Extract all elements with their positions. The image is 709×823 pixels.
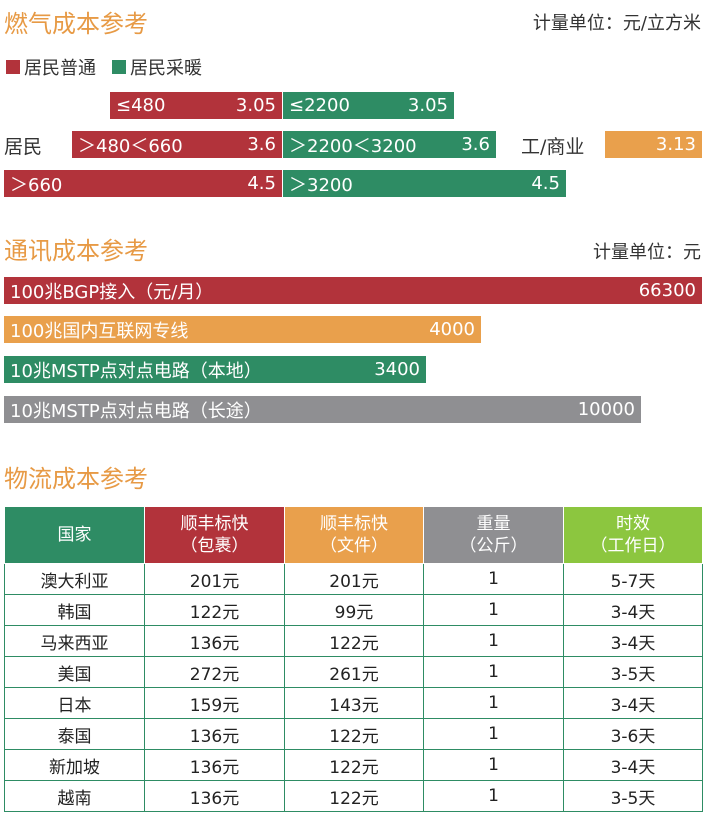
telecom-section-title: 通讯成本参考 bbox=[4, 237, 148, 265]
tier-range: ＞660 bbox=[10, 174, 63, 196]
telecom-bar-bgp: 100兆BGP接入（元/月） 66300 bbox=[4, 277, 702, 304]
logistics-table: 国家 顺丰标快 （包裹） 顺丰标快 （文件） 重量 （公斤） 时效 （工作日） 澳大利亚… bbox=[4, 506, 703, 812]
tier-value: 4.5 bbox=[531, 173, 560, 194]
tier-range: ＞480＜660 bbox=[78, 135, 183, 157]
tier-value: 3.05 bbox=[407, 95, 448, 116]
header-country: 国家 bbox=[4, 506, 145, 564]
document-price-cell: 122元 bbox=[284, 718, 424, 750]
gas-legend: 居民普通 居民采暖 bbox=[6, 54, 202, 80]
tier-range: ≤480 bbox=[116, 95, 166, 116]
tier-value: 3.6 bbox=[461, 134, 490, 155]
parcel-price-cell: 272元 bbox=[144, 656, 285, 688]
country-cell: 澳大利亚 bbox=[4, 563, 145, 595]
telecom-bar-domestic-line: 100兆国内互联网专线 4000 bbox=[4, 316, 481, 343]
parcel-price-cell: 136元 bbox=[144, 718, 285, 750]
telecom-bar-mstp-longdist: 10兆MSTP点对点电路（长途） 10000 bbox=[4, 396, 641, 423]
delivery-time-cell: 3-4天 bbox=[563, 687, 703, 719]
table-row: 日本 159元 143元 1 3-4天 bbox=[4, 687, 703, 719]
gas-commercial-bar: 3.13 bbox=[605, 131, 702, 158]
document-price-cell: 201元 bbox=[284, 563, 424, 595]
weight-cell: 1 bbox=[423, 749, 564, 781]
gas-unit-label: 计量单位：元/立方米 bbox=[532, 13, 701, 34]
resident-label: 居民 bbox=[4, 136, 43, 158]
logistics-header-row: 国家 顺丰标快 （包裹） 顺丰标快 （文件） 重量 （公斤） 时效 （工作日） bbox=[4, 506, 703, 564]
telecom-bar-label: 100兆BGP接入（元/月） bbox=[10, 281, 214, 303]
parcel-price-cell: 122元 bbox=[144, 594, 285, 626]
weight-cell: 1 bbox=[423, 625, 564, 657]
delivery-time-cell: 3-4天 bbox=[563, 594, 703, 626]
country-cell: 日本 bbox=[4, 687, 145, 719]
gas-normal-tier-3: ＞660 4.5 bbox=[4, 170, 282, 197]
document-price-cell: 122元 bbox=[284, 749, 424, 781]
gas-heating-tier-1: ≤2200 3.05 bbox=[283, 92, 454, 119]
table-row: 韩国 122元 99元 1 3-4天 bbox=[4, 594, 703, 626]
parcel-price-cell: 201元 bbox=[144, 563, 285, 595]
table-row: 新加坡 136元 122元 1 3-4天 bbox=[4, 749, 703, 781]
document-price-cell: 122元 bbox=[284, 780, 424, 812]
country-cell: 越南 bbox=[4, 780, 145, 812]
weight-cell: 1 bbox=[423, 780, 564, 812]
weight-cell: 1 bbox=[423, 594, 564, 626]
country-cell: 泰国 bbox=[4, 718, 145, 750]
delivery-time-cell: 3-4天 bbox=[563, 625, 703, 657]
country-cell: 美国 bbox=[4, 656, 145, 688]
delivery-time-cell: 3-5天 bbox=[563, 656, 703, 688]
legend-swatch-heating bbox=[112, 60, 126, 74]
delivery-time-cell: 3-6天 bbox=[563, 718, 703, 750]
parcel-price-cell: 136元 bbox=[144, 625, 285, 657]
legend-label-heating: 居民采暖 bbox=[130, 58, 202, 79]
country-cell: 韩国 bbox=[4, 594, 145, 626]
parcel-price-cell: 136元 bbox=[144, 780, 285, 812]
commercial-value: 3.13 bbox=[655, 134, 696, 155]
country-cell: 马来西亚 bbox=[4, 625, 145, 657]
tier-value: 4.5 bbox=[247, 173, 276, 194]
gas-heating-tier-2: ＞2200＜3200 3.6 bbox=[283, 131, 496, 158]
telecom-bar-mstp-local: 10兆MSTP点对点电路（本地） 3400 bbox=[4, 356, 426, 383]
telecom-bar-value: 10000 bbox=[577, 399, 635, 420]
header-weight: 重量 （公斤） bbox=[423, 506, 564, 564]
logistics-section-title: 物流成本参考 bbox=[4, 465, 148, 493]
header-delivery-time: 时效 （工作日） bbox=[563, 506, 703, 564]
country-cell: 新加坡 bbox=[4, 749, 145, 781]
weight-cell: 1 bbox=[423, 718, 564, 750]
parcel-price-cell: 136元 bbox=[144, 749, 285, 781]
table-row: 泰国 136元 122元 1 3-6天 bbox=[4, 718, 703, 750]
legend-swatch-normal bbox=[6, 60, 20, 74]
gas-section-title: 燃气成本参考 bbox=[4, 10, 148, 38]
legend-label-normal: 居民普通 bbox=[24, 58, 96, 79]
telecom-bar-value: 4000 bbox=[429, 319, 475, 340]
parcel-price-cell: 159元 bbox=[144, 687, 285, 719]
tier-value: 3.6 bbox=[247, 134, 276, 155]
telecom-bar-label: 10兆MSTP点对点电路（本地） bbox=[10, 360, 262, 382]
document-price-cell: 99元 bbox=[284, 594, 424, 626]
tier-range: ＞2200＜3200 bbox=[289, 135, 417, 157]
document-price-cell: 122元 bbox=[284, 625, 424, 657]
telecom-bar-value: 66300 bbox=[638, 280, 696, 301]
tier-value: 3.05 bbox=[235, 95, 276, 116]
weight-cell: 1 bbox=[423, 656, 564, 688]
delivery-time-cell: 5-7天 bbox=[563, 563, 703, 595]
table-row: 越南 136元 122元 1 3-5天 bbox=[4, 780, 703, 812]
tier-range: ≤2200 bbox=[289, 95, 350, 116]
telecom-bar-label: 100兆国内互联网专线 bbox=[10, 320, 189, 342]
document-price-cell: 261元 bbox=[284, 656, 424, 688]
delivery-time-cell: 3-4天 bbox=[563, 749, 703, 781]
delivery-time-cell: 3-5天 bbox=[563, 780, 703, 812]
weight-cell: 1 bbox=[423, 563, 564, 595]
header-sf-document: 顺丰标快 （文件） bbox=[284, 506, 424, 564]
gas-normal-tier-2: ＞480＜660 3.6 bbox=[72, 131, 282, 158]
tier-range: ＞3200 bbox=[289, 174, 353, 196]
telecom-unit-label: 计量单位：元 bbox=[593, 242, 701, 263]
telecom-bar-label: 10兆MSTP点对点电路（长途） bbox=[10, 400, 262, 422]
document-price-cell: 143元 bbox=[284, 687, 424, 719]
table-row: 马来西亚 136元 122元 1 3-4天 bbox=[4, 625, 703, 657]
commercial-label: 工/商业 bbox=[521, 136, 585, 158]
weight-cell: 1 bbox=[423, 687, 564, 719]
telecom-bar-value: 3400 bbox=[374, 359, 420, 380]
table-row: 澳大利亚 201元 201元 1 5-7天 bbox=[4, 563, 703, 595]
gas-normal-tier-1: ≤480 3.05 bbox=[110, 92, 282, 119]
header-sf-parcel: 顺丰标快 （包裹） bbox=[144, 506, 285, 564]
gas-heating-tier-3: ＞3200 4.5 bbox=[283, 170, 566, 197]
table-row: 美国 272元 261元 1 3-5天 bbox=[4, 656, 703, 688]
